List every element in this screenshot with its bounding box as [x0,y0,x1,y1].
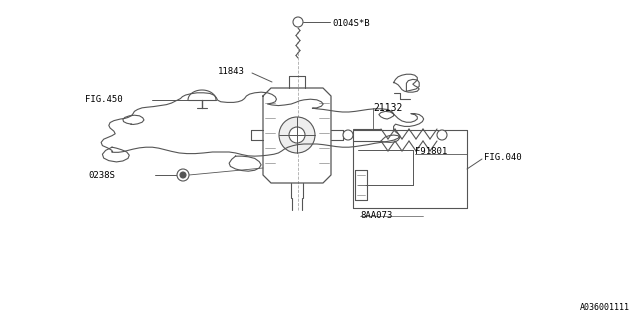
Text: 8AA073: 8AA073 [360,212,392,220]
Circle shape [289,127,305,143]
Text: FIG.040: FIG.040 [484,153,522,162]
Circle shape [279,117,315,153]
Circle shape [437,130,447,140]
Text: F91801: F91801 [415,148,447,156]
Text: 21132: 21132 [373,103,403,113]
Circle shape [177,169,189,181]
Text: FIG.450: FIG.450 [85,95,123,105]
Circle shape [180,172,186,178]
Text: 0238S: 0238S [88,171,115,180]
Text: 0104S*B: 0104S*B [332,19,370,28]
Text: 11843: 11843 [218,68,245,76]
Circle shape [293,17,303,27]
Circle shape [343,130,353,140]
Text: A036001111: A036001111 [580,303,630,312]
